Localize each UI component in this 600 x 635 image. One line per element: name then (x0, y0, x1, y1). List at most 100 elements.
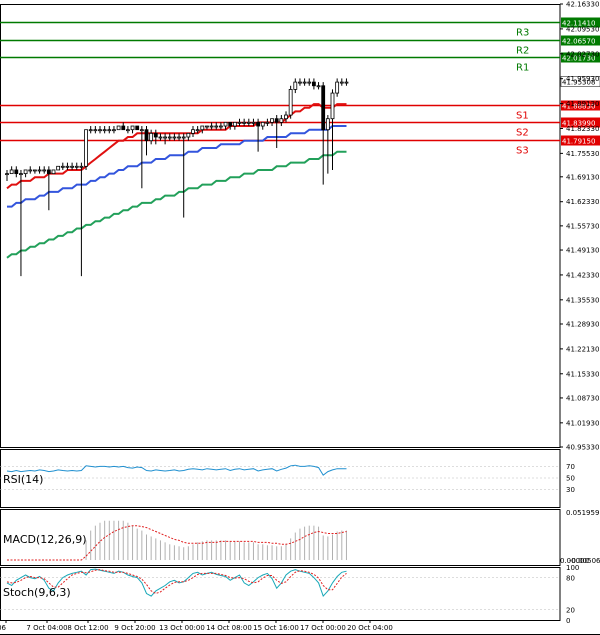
stoch-pane: 100 80 20 0 Stoch(9,6,3) (0, 564, 579, 625)
candle-body (9, 169, 14, 175)
price-tick-label: 41.49130 (566, 247, 599, 255)
candle-body (14, 169, 19, 175)
candle-body (223, 121, 228, 127)
pane-frame-3 (0, 567, 561, 621)
candle-body (279, 118, 284, 123)
last-price-label: 41.95308 (562, 79, 595, 87)
candle-body (209, 125, 214, 128)
macd-tick-label: 0.00000 (560, 557, 589, 565)
time-tick-label: Oct 04:06 (0, 624, 7, 632)
support-resistance-levels: R3 42.11410 R2 42.06570 R1 42.01730 S1 41.88830… (0, 17, 600, 157)
candle-body (205, 125, 209, 128)
price-tick-label: 40.95330 (566, 444, 599, 452)
candle-body (74, 165, 79, 168)
candle-body (325, 118, 330, 131)
price-tick-label: 41.15330 (566, 370, 599, 378)
candle-body (84, 129, 88, 167)
time-tick-label: 9 Oct 20:00 (114, 624, 155, 632)
ma-green-line (6, 150, 347, 259)
rsi-tick-label: 50 (566, 475, 575, 483)
price-tick-label: 41.01930 (566, 419, 599, 427)
level-price-r1: 42.01730 (562, 55, 595, 63)
level-price-box-s2 (561, 117, 600, 128)
candle-body (284, 114, 288, 120)
rsi-pane: 70 50 30 RSI(14) (0, 463, 575, 494)
candle-body (237, 121, 242, 124)
candle-body (51, 169, 56, 175)
price-tick-label: 41.22130 (566, 345, 599, 353)
stoch-tick-label: 20 (566, 606, 575, 614)
candle-body (330, 92, 335, 120)
price-tick-label: 41.75530 (566, 150, 599, 158)
level-price-box-r1 (561, 52, 600, 63)
candle-body (167, 136, 172, 139)
candle-body (344, 81, 349, 84)
ma-blue-line (7, 125, 347, 208)
level-name-r3: R3 (516, 28, 529, 39)
candle-body (93, 129, 98, 132)
candle-body (195, 129, 200, 132)
rsi-line (6, 464, 347, 476)
candle-body (112, 129, 116, 132)
macd-pane: 0.051959 0.00000-0.005062 MACD(12,26,9) (3, 509, 600, 565)
candle-body (98, 129, 102, 132)
candle-body (23, 169, 28, 175)
level-name-s2: S2 (516, 128, 529, 139)
price-axis: 42.16330 42.09530 42.02730 41.95930 41.89130… (560, 1, 599, 452)
candle-body (191, 129, 195, 134)
time-tick-label: 15 Oct 16:00 (253, 624, 299, 632)
level-name-s1: S1 (516, 111, 529, 122)
candle-body (149, 132, 154, 142)
candle-body (242, 121, 247, 124)
candle-body (102, 129, 107, 132)
level-price-box-s3 (561, 135, 600, 146)
candle-body (116, 125, 121, 131)
candle-body (5, 173, 9, 176)
candle-body (42, 169, 47, 172)
time-tick-label: 8 Oct 12:00 (67, 624, 108, 632)
candle-body (270, 118, 274, 123)
level-price-box-s1 (561, 100, 600, 111)
level-price-r2: 42.06570 (562, 38, 595, 46)
time-tick-label: 14 Oct 08:00 (206, 624, 252, 632)
rsi-label: RSI(14) (3, 473, 43, 486)
candle-body (88, 129, 93, 132)
rsi-tick-label: 70 (566, 463, 575, 471)
price-tick-label: 42.09530 (566, 25, 599, 33)
candle-body (339, 81, 344, 84)
candle-body (298, 81, 302, 84)
time-tick-label: 20 Oct 04:00 (347, 624, 393, 632)
candle-body (311, 81, 316, 87)
candle-body (130, 125, 135, 131)
candle-body (153, 132, 158, 138)
candle-body (135, 125, 140, 131)
price-tick-label: 41.35530 (566, 296, 599, 304)
price-tick-label: 41.42330 (566, 271, 599, 279)
candlesticks (5, 78, 349, 277)
candle-body (302, 81, 307, 84)
stoch-k-line (6, 568, 347, 598)
time-tick-label: 7 Oct 04:00 (26, 624, 67, 632)
price-tick-label: 41.08730 (566, 394, 599, 402)
rsi-tick-label: 30 (566, 486, 575, 494)
candle-body (19, 173, 23, 176)
candle-body (186, 132, 191, 138)
candle-body (158, 136, 163, 139)
price-tick-label: 41.95930 (566, 75, 599, 83)
pane-frame-1 (0, 449, 561, 508)
ma-red-line (6, 103, 347, 190)
candle-body (274, 118, 279, 123)
pane-frame-2 (0, 509, 561, 566)
candle-body (181, 136, 186, 139)
candle-body (265, 121, 270, 124)
candle-body (316, 85, 321, 88)
stoch-tick-label: 0 (566, 617, 570, 625)
level-name-r1: R1 (516, 63, 529, 74)
price-tick-label: 41.69130 (566, 173, 599, 181)
macd-label: MACD(12,26,9) (3, 533, 87, 546)
macd-tick-label: -0.005062 (569, 557, 600, 565)
candle-body (214, 125, 219, 128)
candle-body (232, 121, 237, 127)
candle-body (321, 85, 326, 131)
